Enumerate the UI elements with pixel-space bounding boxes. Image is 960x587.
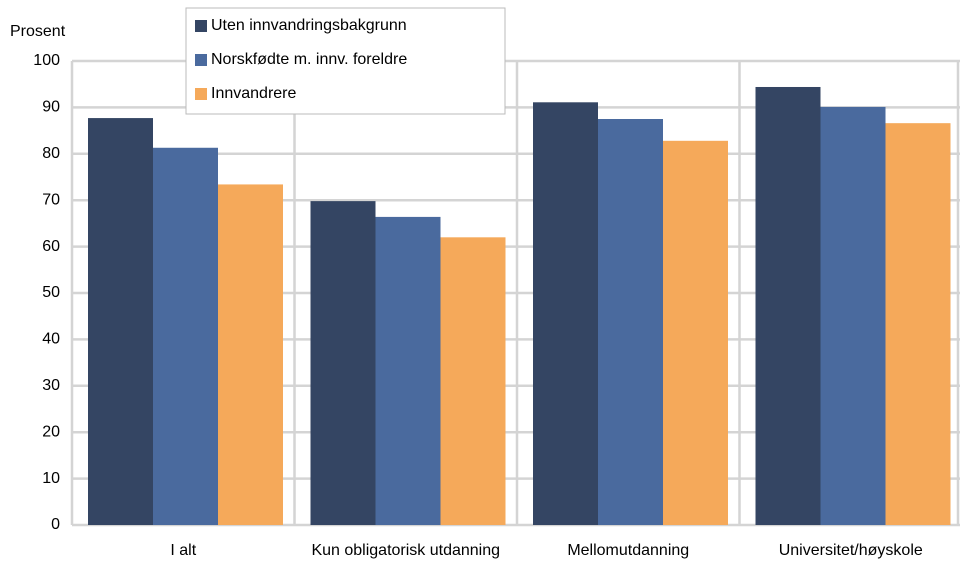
- y-tick-label: 70: [42, 191, 60, 208]
- x-tick-label: Mellomutdanning: [567, 542, 690, 559]
- bar: [598, 119, 663, 525]
- legend-label: Innvandrere: [211, 85, 296, 102]
- legend-box: [185, 7, 506, 115]
- bar: [375, 216, 441, 526]
- bar: [820, 106, 886, 525]
- y-tick-label: 100: [33, 52, 60, 69]
- y-axis-label: Prosent: [10, 23, 66, 40]
- y-tick-label: 90: [42, 99, 60, 116]
- legend-label: Uten innvandringsbakgrunn: [211, 17, 407, 34]
- bar: [533, 102, 598, 526]
- y-tick-label: 0: [51, 516, 60, 533]
- y-tick-label: 40: [42, 331, 60, 348]
- y-tick-label: 50: [42, 284, 60, 301]
- bar: [310, 201, 376, 526]
- legend-swatch: [195, 54, 207, 66]
- legend-swatch: [195, 88, 207, 100]
- y-tick-label: 60: [42, 238, 60, 255]
- legend-swatch: [195, 20, 207, 32]
- bar: [885, 123, 951, 526]
- bar: [755, 86, 821, 525]
- y-tick-label: 80: [42, 145, 60, 162]
- x-tick-label: Kun obligatorisk utdanning: [311, 542, 501, 559]
- legend-label: Norskfødte m. innv. foreldre: [211, 51, 407, 68]
- y-tick-label: 30: [42, 377, 60, 394]
- bar: [440, 237, 506, 525]
- bar: [88, 118, 153, 526]
- x-tick-label: I alt: [170, 542, 197, 559]
- bar: [663, 140, 728, 526]
- x-tick-label: Universitet/høyskole: [778, 542, 923, 559]
- bar: [218, 184, 283, 525]
- y-tick-label: 10: [42, 470, 60, 487]
- bar: [153, 147, 218, 525]
- y-tick-label: 20: [42, 423, 60, 440]
